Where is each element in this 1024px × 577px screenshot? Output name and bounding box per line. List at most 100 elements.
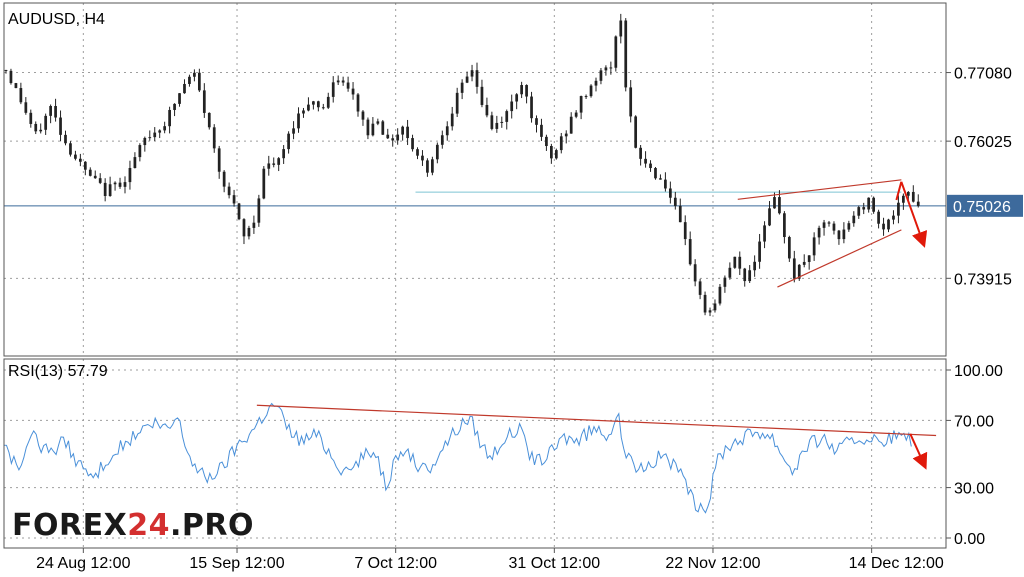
candle-body [212, 127, 216, 149]
candle [297, 107, 300, 133]
price-overlays [4, 191, 946, 207]
candle [277, 157, 281, 172]
candle-body [614, 36, 618, 68]
candle-body [351, 88, 355, 95]
candle-body [361, 111, 365, 120]
candle [783, 211, 786, 244]
candle-body [797, 264, 801, 279]
candle [594, 77, 598, 92]
rsi-tick-label: 70.00 [954, 413, 994, 430]
current-price-label: 0.75026 [953, 199, 1011, 216]
candle-body [143, 137, 147, 146]
candle [530, 91, 533, 123]
time-tick-label: 22 Nov 12:00 [665, 555, 760, 572]
candle-body [659, 178, 662, 180]
candle-body [331, 82, 335, 97]
candle [574, 110, 578, 119]
candle-body [252, 222, 256, 228]
candle-body [93, 175, 97, 179]
candle [113, 181, 117, 191]
candle-body [535, 118, 538, 125]
candle-body [411, 138, 414, 150]
candle-body [847, 223, 851, 230]
price-tick-label: 0.76025 [954, 134, 1012, 151]
candle [69, 141, 72, 157]
candle-body [540, 124, 543, 137]
candle [664, 172, 667, 192]
candle-body [341, 80, 345, 83]
candle-body [619, 20, 623, 37]
candle-body [267, 163, 271, 169]
candle [361, 110, 365, 126]
candle-body [490, 115, 494, 129]
candle-body [168, 109, 171, 127]
candle [460, 79, 464, 100]
candle [867, 197, 871, 213]
watermark-logo: FOREX24.PRO [12, 508, 254, 543]
candle-body [654, 168, 657, 179]
candle [644, 151, 647, 168]
candle-body [470, 70, 474, 77]
candle-body [897, 202, 900, 216]
candle [911, 185, 915, 203]
candle [336, 75, 340, 85]
candle [470, 64, 474, 82]
candle-body [326, 96, 330, 108]
candle [416, 147, 419, 160]
candle [158, 129, 162, 139]
candle [292, 121, 295, 140]
candle-body [386, 134, 390, 139]
candle-body [678, 205, 682, 223]
candle [495, 115, 499, 133]
candle [83, 161, 87, 176]
candle-body [748, 270, 752, 282]
candle [817, 225, 821, 245]
candle [629, 80, 633, 123]
candle-body [589, 85, 593, 97]
candle-body [792, 258, 796, 279]
candle-body [222, 171, 226, 187]
current-price-tag [947, 194, 1023, 217]
candle [346, 76, 350, 92]
candle-body [193, 72, 196, 77]
candle [569, 112, 573, 134]
candle-body [336, 80, 340, 83]
candle-body [584, 96, 588, 98]
candle-body [64, 134, 67, 144]
candle-body [505, 111, 509, 122]
candle [515, 93, 519, 110]
candle [54, 98, 57, 122]
candle-body [178, 93, 181, 104]
candle [232, 189, 236, 207]
candle-body [14, 83, 18, 89]
candle [862, 202, 866, 215]
candle-body [787, 237, 791, 259]
candle [148, 130, 152, 141]
candle [163, 121, 167, 134]
time-axis: 24 Aug 12:00 15 Sep 12:00 7 Oct 12:00 31 Oc… [36, 548, 944, 572]
candle-body [892, 215, 895, 220]
candle [302, 107, 305, 118]
candle-body [708, 310, 712, 313]
candle-body [807, 255, 811, 262]
candle [123, 176, 127, 194]
candle [599, 68, 603, 85]
candle [376, 118, 380, 126]
candle [688, 231, 692, 266]
candle [421, 150, 424, 166]
candle-body [768, 208, 771, 226]
candle-body [316, 101, 320, 108]
time-tick-label: 15 Sep 12:00 [189, 555, 284, 572]
rsi-panel-frame [3, 358, 947, 549]
candle-body [217, 148, 221, 172]
candle-body [88, 169, 92, 176]
candle [545, 134, 548, 151]
candle-body [495, 122, 499, 129]
candle [787, 235, 791, 262]
candle [698, 278, 702, 300]
candle [202, 83, 206, 118]
candle [14, 82, 18, 89]
candle-body [594, 80, 598, 86]
candle-body [138, 145, 142, 158]
candle-body [812, 237, 816, 256]
